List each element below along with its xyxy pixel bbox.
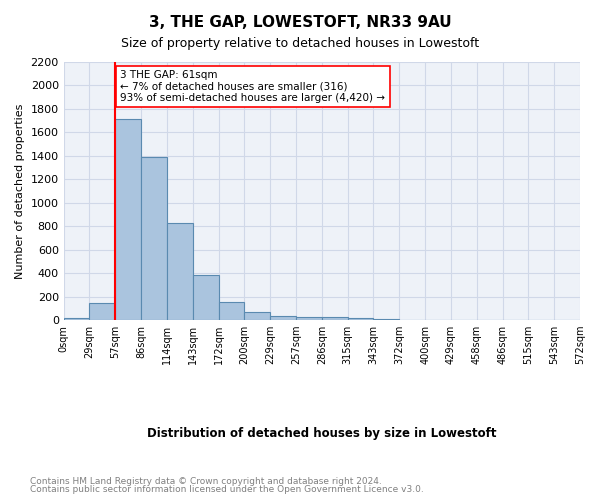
Text: 3, THE GAP, LOWESTOFT, NR33 9AU: 3, THE GAP, LOWESTOFT, NR33 9AU	[149, 15, 451, 30]
Bar	[89, 302, 115, 320]
Bar	[218, 302, 244, 320]
Bar	[141, 156, 167, 320]
Text: 3 THE GAP: 61sqm
← 7% of detached houses are smaller (316)
93% of semi-detached : 3 THE GAP: 61sqm ← 7% of detached houses…	[121, 70, 385, 103]
Text: Size of property relative to detached houses in Lowestoft: Size of property relative to detached ho…	[121, 38, 479, 51]
Bar	[193, 276, 218, 320]
Bar	[64, 318, 89, 320]
Bar	[322, 317, 347, 320]
Bar	[115, 119, 141, 320]
Bar	[347, 318, 373, 320]
Bar	[270, 316, 296, 320]
Bar	[167, 222, 193, 320]
Bar	[296, 317, 322, 320]
Bar	[373, 319, 399, 320]
X-axis label: Distribution of detached houses by size in Lowestoft: Distribution of detached houses by size …	[147, 427, 497, 440]
Y-axis label: Number of detached properties: Number of detached properties	[15, 103, 25, 279]
Text: Contains HM Land Registry data © Crown copyright and database right 2024.: Contains HM Land Registry data © Crown c…	[30, 477, 382, 486]
Bar	[244, 312, 270, 320]
Text: Contains public sector information licensed under the Open Government Licence v3: Contains public sector information licen…	[30, 485, 424, 494]
